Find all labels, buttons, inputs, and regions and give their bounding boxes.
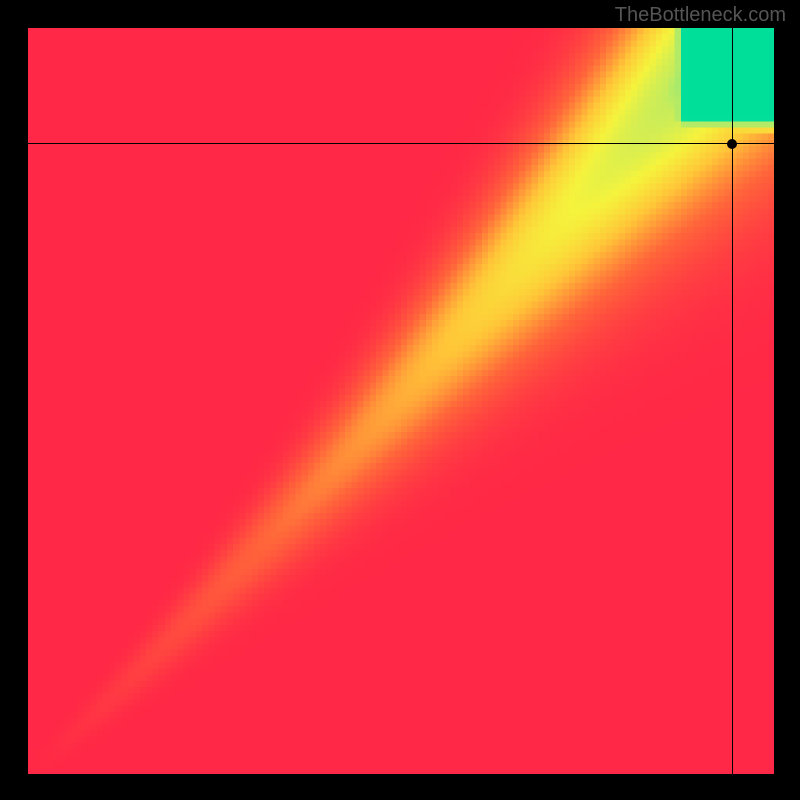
- frame-bottom: [0, 774, 800, 800]
- crosshair-horizontal: [28, 143, 774, 144]
- crosshair-dot[interactable]: [727, 139, 737, 149]
- bottleneck-heatmap: [28, 28, 774, 774]
- frame-left: [0, 0, 28, 800]
- watermark-text: TheBottleneck.com: [615, 4, 786, 27]
- frame-right: [774, 0, 800, 800]
